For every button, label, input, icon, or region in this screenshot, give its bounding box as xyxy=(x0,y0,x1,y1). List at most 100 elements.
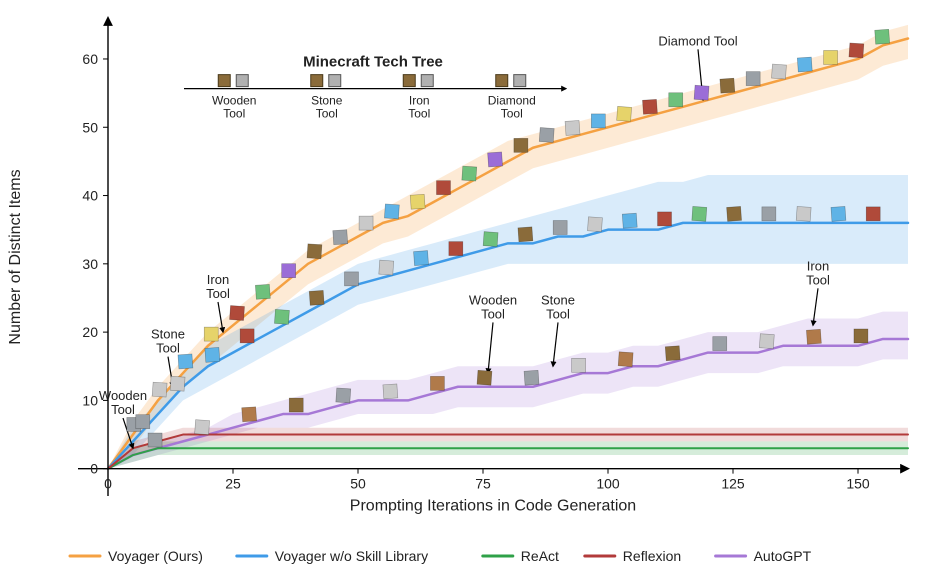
tech-tree-icon xyxy=(311,75,323,87)
tech-tree-icon xyxy=(496,75,508,87)
item-icon xyxy=(483,232,498,247)
y-tick-label: 0 xyxy=(90,461,98,477)
y-axis-label: Number of Distinct Items xyxy=(7,169,24,344)
x-tick-label: 100 xyxy=(596,476,620,492)
legend-label-reflexion: Reflexion xyxy=(623,548,681,564)
item-icon xyxy=(230,306,245,321)
item-icon xyxy=(430,376,444,390)
item-icon xyxy=(796,206,811,221)
legend-label-autogpt: AutoGPT xyxy=(754,548,812,564)
item-icon xyxy=(771,64,786,79)
item-icon xyxy=(866,207,880,221)
item-icon xyxy=(195,420,210,435)
item-icon xyxy=(762,207,776,221)
y-tick-label: 20 xyxy=(82,324,98,340)
item-icon xyxy=(289,398,303,412)
item-icon xyxy=(410,194,425,209)
item-icon xyxy=(333,230,348,245)
y-tick-label: 50 xyxy=(82,119,98,135)
item-icon xyxy=(462,166,477,181)
item-icon xyxy=(240,329,254,343)
item-icon xyxy=(849,43,864,58)
item-icon xyxy=(336,388,351,403)
item-icon xyxy=(242,407,257,422)
item-icon xyxy=(282,264,296,278)
item-icon xyxy=(727,206,742,221)
tech-tree-title: Minecraft Tech Tree xyxy=(303,54,443,71)
legend-label-voyager_nolib: Voyager w/o Skill Library xyxy=(275,548,428,564)
legend-label-react: ReAct xyxy=(521,548,559,564)
item-icon xyxy=(572,358,586,372)
x-tick-label: 50 xyxy=(350,476,366,492)
item-icon xyxy=(436,181,450,195)
y-tick-label: 40 xyxy=(82,188,98,204)
item-icon xyxy=(806,329,821,344)
annotation-label: IronTool xyxy=(206,272,230,301)
item-icon xyxy=(518,227,533,242)
item-icon xyxy=(553,221,567,235)
item-icon xyxy=(720,78,735,93)
x-tick-label: 150 xyxy=(846,476,870,492)
item-icon xyxy=(384,204,399,219)
item-icon xyxy=(383,384,398,399)
item-icon xyxy=(831,206,846,221)
item-icon xyxy=(307,244,322,259)
item-icon xyxy=(205,347,220,362)
item-icon xyxy=(274,309,289,324)
item-icon xyxy=(148,433,162,447)
item-icon xyxy=(746,72,760,86)
item-icon xyxy=(152,382,167,397)
item-icon xyxy=(642,99,657,114)
item-icon xyxy=(713,337,727,351)
y-tick-label: 30 xyxy=(82,256,98,272)
tech-tree-icon xyxy=(514,75,526,87)
tech-tree-icon xyxy=(403,75,415,87)
item-icon xyxy=(449,242,463,256)
item-icon xyxy=(359,216,373,230)
item-icon xyxy=(539,128,554,143)
item-icon xyxy=(591,114,605,128)
item-icon xyxy=(587,217,602,232)
x-tick-label: 75 xyxy=(475,476,491,492)
x-tick-label: 125 xyxy=(721,476,745,492)
item-icon xyxy=(665,346,680,361)
item-icon xyxy=(255,284,270,299)
item-icon xyxy=(692,206,707,221)
annotation-label: StoneTool xyxy=(151,327,185,356)
item-icon xyxy=(178,354,193,369)
item-icon xyxy=(797,57,812,72)
chart-svg: 0255075100125150Prompting Iterations in … xyxy=(0,0,932,574)
tech-tree-stage-label: IronTool xyxy=(408,94,430,121)
item-icon xyxy=(854,329,868,343)
item-icon xyxy=(344,272,358,286)
annotation-label: IronTool xyxy=(806,258,830,287)
tech-tree-icon xyxy=(236,75,248,87)
item-icon xyxy=(565,120,580,135)
item-icon xyxy=(694,85,709,100)
x-tick-label: 25 xyxy=(225,476,241,492)
y-tick-label: 10 xyxy=(82,392,98,408)
item-icon xyxy=(875,29,890,44)
annotation-label: Diamond Tool xyxy=(658,33,737,48)
x-axis-label: Prompting Iterations in Code Generation xyxy=(350,498,636,515)
y-tick-label: 60 xyxy=(82,51,98,67)
item-icon xyxy=(524,370,539,385)
tech-tree-icon xyxy=(421,75,433,87)
legend-label-voyager: Voyager (Ours) xyxy=(108,548,203,564)
item-icon xyxy=(488,152,503,167)
item-icon xyxy=(618,352,633,367)
item-icon xyxy=(379,260,394,275)
tech-tree-icon xyxy=(329,75,341,87)
item-icon xyxy=(824,50,838,64)
item-icon xyxy=(136,415,150,429)
item-icon xyxy=(477,370,492,385)
item-icon xyxy=(669,93,683,107)
item-icon xyxy=(514,138,528,152)
annotation-label: StoneTool xyxy=(541,292,575,321)
x-tick-label: 0 xyxy=(104,476,112,492)
item-icon xyxy=(759,334,774,349)
item-icon xyxy=(414,251,429,266)
item-icon xyxy=(658,212,672,226)
chart-container: 0255075100125150Prompting Iterations in … xyxy=(0,0,932,574)
tech-tree-icon xyxy=(218,75,230,87)
